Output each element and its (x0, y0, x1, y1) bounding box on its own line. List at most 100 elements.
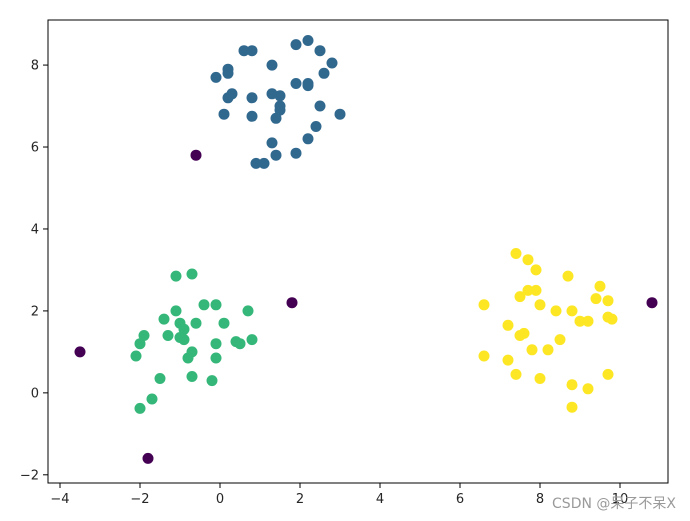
y-tick-label: 0 (31, 386, 39, 401)
y-tick-label: 6 (31, 141, 39, 156)
scatter-point (258, 157, 270, 169)
scatter-point (218, 108, 230, 120)
scatter-point (170, 270, 182, 282)
scatter-point (210, 338, 222, 350)
x-tick-label: 0 (216, 492, 224, 507)
scatter-point (326, 57, 338, 69)
scatter-point (134, 338, 146, 350)
scatter-point (290, 39, 302, 51)
scatter-point (290, 78, 302, 89)
scatter-point (186, 268, 198, 280)
scatter-point (530, 264, 542, 276)
scatter-point (266, 59, 278, 71)
scatter-point (302, 133, 314, 145)
scatter-point (526, 344, 538, 356)
scatter-point (318, 67, 330, 79)
scatter-point (190, 317, 202, 329)
scatter-point (554, 334, 566, 346)
scatter-point (178, 323, 190, 335)
y-tick-label: 2 (31, 304, 39, 319)
scatter-point (250, 157, 262, 169)
scatter-point (142, 452, 154, 464)
scatter-point (286, 297, 298, 309)
scatter-point (182, 352, 194, 364)
scatter-point (302, 35, 314, 46)
x-tick-label: 4 (376, 492, 384, 507)
scatter-point (246, 110, 258, 122)
scatter-point (646, 297, 658, 309)
scatter-point (478, 299, 490, 311)
scatter-point (302, 78, 314, 89)
scatter-point (566, 401, 578, 413)
scatter-point (266, 137, 278, 149)
scatter-point (534, 299, 546, 311)
scatter-point (210, 71, 222, 83)
scatter-point (274, 90, 286, 102)
scatter-point (198, 299, 210, 311)
scatter-point (602, 368, 614, 380)
scatter-point (530, 284, 542, 296)
scatter-point (210, 299, 222, 311)
scatter-point (238, 45, 250, 57)
scatter-point (270, 149, 282, 161)
scatter-point (210, 352, 222, 364)
x-tick-label: 8 (536, 492, 544, 507)
scatter-point (146, 393, 158, 405)
scatter-point (242, 305, 254, 317)
scatter-point (162, 330, 174, 341)
scatter-point (170, 305, 182, 317)
scatter-point (246, 334, 258, 346)
scatter-point (582, 383, 594, 395)
y-tick-label: 8 (31, 59, 39, 74)
scatter-point (158, 313, 170, 325)
scatter-point (522, 254, 534, 266)
scatter-point (542, 344, 554, 356)
scatter-point (314, 100, 326, 112)
scatter-point (246, 92, 258, 104)
scatter-point (566, 379, 578, 391)
x-tick-label: 10 (612, 492, 629, 507)
points-layer (74, 35, 658, 464)
scatter-point (190, 149, 202, 161)
scatter-point (138, 330, 150, 341)
scatter-point (566, 305, 578, 317)
scatter-point (310, 121, 322, 132)
y-tick-label: −2 (20, 468, 39, 483)
scatter-point (206, 375, 218, 387)
scatter-point (534, 373, 546, 384)
scatter-point (274, 104, 286, 116)
x-tick-label: 2 (296, 492, 304, 507)
scatter-point (606, 313, 618, 325)
scatter-point (218, 317, 230, 329)
scatter-point (574, 315, 586, 327)
scatter-point (594, 280, 606, 292)
scatter-point (562, 270, 574, 282)
scatter-point (246, 45, 258, 57)
scatter-point (74, 346, 86, 358)
plot-frame (47, 19, 669, 484)
scatter-point (514, 291, 526, 303)
scatter-point (502, 319, 514, 331)
scatter-point (178, 334, 190, 346)
scatter-point (314, 45, 326, 57)
scatter-point (234, 338, 246, 350)
axis-layer: −4 −2 0 2 4 6 8 10 −2 0 2 4 6 8 (20, 59, 628, 507)
scatter-point (602, 295, 614, 307)
scatter-point (550, 305, 562, 317)
scatter-point (290, 147, 302, 159)
scatter-point (186, 371, 198, 382)
scatter-point (590, 293, 602, 305)
x-tick-label: 6 (456, 492, 464, 507)
scatter-point (334, 108, 346, 120)
scatter-point (478, 350, 490, 362)
scatter-point (154, 373, 166, 384)
y-tick-label: 4 (31, 222, 39, 237)
x-tick-label: −2 (130, 492, 149, 507)
scatter-point (522, 284, 534, 296)
scatter-point (222, 63, 234, 75)
x-tick-label: −4 (50, 492, 69, 507)
scatter-point (222, 92, 234, 104)
scatter-point (510, 368, 522, 380)
scatter-point (582, 315, 594, 327)
